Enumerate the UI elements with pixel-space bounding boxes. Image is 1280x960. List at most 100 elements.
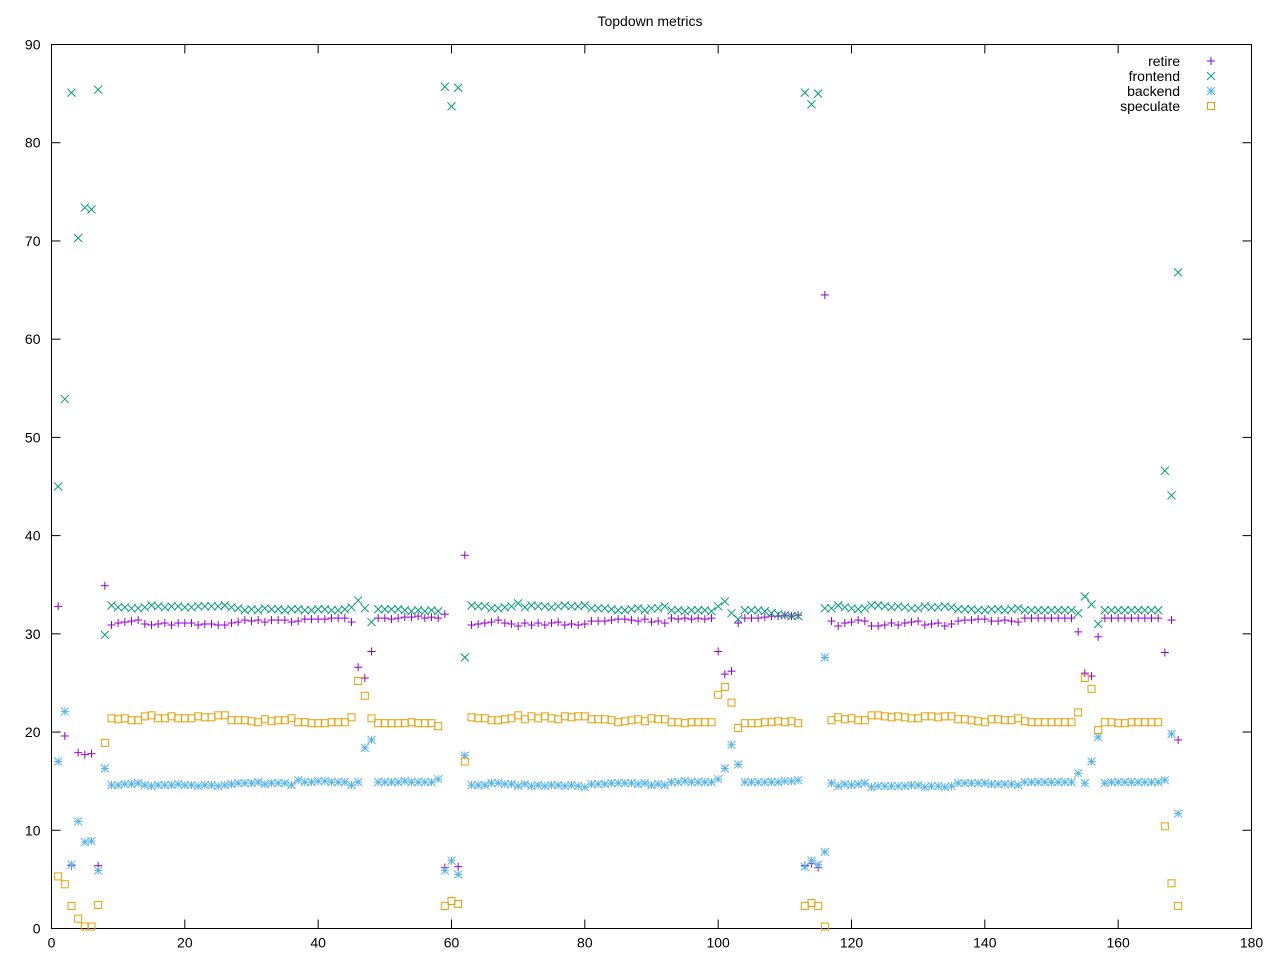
backend-point (507, 779, 516, 789)
retire-point (980, 615, 989, 624)
speculate-point (587, 715, 596, 724)
backend-point (833, 781, 843, 791)
frontend-point (860, 603, 870, 613)
retire-point (80, 750, 89, 759)
speculate-point (740, 719, 749, 728)
speculate-point (307, 719, 316, 728)
retire-point (100, 581, 109, 590)
frontend-point (707, 606, 716, 616)
speculate-point (1107, 718, 1116, 727)
frontend-point (727, 608, 736, 618)
speculate-point (627, 716, 636, 725)
retire-point (894, 620, 903, 629)
retire-point (994, 617, 1003, 626)
backend-point (813, 860, 823, 870)
backend-point (733, 760, 743, 769)
frontend-point (1147, 605, 1156, 615)
retire-point (107, 620, 116, 629)
retire-point (187, 619, 196, 628)
backend-point (353, 777, 363, 787)
axes: 0 20 40 60 80 100 120 140 160 180 0 10 20 30 40 50 60 70 8… (25, 37, 1263, 951)
series-backend (53, 653, 1183, 879)
retire-point (334, 614, 343, 623)
backend-point (60, 707, 70, 716)
frontend-point (193, 601, 203, 611)
retire-point (1080, 669, 1089, 678)
frontend-point (507, 601, 516, 611)
retire-point (1154, 614, 1163, 623)
retire-point (234, 618, 243, 627)
retire-point (714, 647, 723, 656)
frontend-point (587, 603, 596, 613)
speculate-point (407, 718, 416, 727)
backend-point (793, 775, 803, 785)
frontend-point (747, 605, 756, 615)
retire-point (827, 617, 836, 626)
speculate-point (887, 713, 896, 722)
x-tick-label: 60 (444, 935, 460, 951)
speculate-point (620, 717, 629, 726)
retire-point (467, 620, 476, 629)
retire-point (407, 613, 416, 622)
retire-point (647, 618, 656, 627)
speculate-point (1120, 719, 1129, 728)
speculate-point (760, 718, 769, 727)
legend-marker-speculate (1207, 102, 1215, 110)
legend-marker-frontend (1206, 71, 1216, 81)
speculate-point (974, 717, 983, 726)
speculate-point (787, 717, 796, 726)
backend-point (273, 778, 283, 788)
retire-point (120, 618, 129, 627)
frontend-point (693, 605, 703, 615)
speculate-point (460, 757, 469, 766)
x-tick-label: 100 (706, 935, 730, 951)
speculate-point (367, 714, 376, 723)
y-tick-label: 80 (25, 135, 41, 151)
retire-point (680, 614, 689, 623)
speculate-point (1047, 718, 1056, 727)
speculate-point (747, 719, 756, 728)
speculate-point (1000, 716, 1009, 725)
backend-point (1133, 777, 1143, 787)
x-tick-label: 140 (973, 935, 997, 951)
speculate-point (1134, 718, 1143, 727)
speculate-point (647, 714, 656, 723)
retire-point (500, 619, 509, 628)
legend-label-backend: backend (1127, 83, 1180, 99)
retire-point (460, 551, 469, 560)
speculate-point (1020, 717, 1029, 726)
frontend-point (907, 603, 916, 613)
speculate-point (1147, 718, 1156, 727)
frontend-point (1067, 605, 1076, 615)
speculate-point (934, 713, 943, 722)
speculate-point (707, 718, 716, 727)
frontend-point (580, 600, 590, 610)
frontend-point (1140, 605, 1150, 615)
frontend-point (1100, 605, 1110, 615)
frontend-point (913, 603, 923, 613)
backend-point (480, 780, 490, 790)
frontend-point (1167, 490, 1176, 500)
speculate-point (74, 914, 83, 923)
frontend-point (740, 605, 750, 615)
retire-point (580, 620, 589, 629)
frontend-point (1080, 592, 1090, 601)
frontend-point (820, 603, 830, 613)
speculate-point (114, 715, 123, 724)
speculate-point (247, 717, 256, 726)
retire-point (1054, 614, 1063, 623)
retire-point (240, 616, 249, 625)
backend-point (1020, 777, 1030, 787)
speculate-point (674, 718, 683, 727)
frontend-point (1027, 605, 1036, 615)
retire-point (480, 619, 489, 628)
speculate-point (960, 715, 969, 724)
speculate-point (874, 711, 883, 720)
speculate-point (527, 712, 536, 721)
retire-point (687, 615, 696, 624)
retire-point (1067, 614, 1076, 623)
speculate-point (987, 715, 996, 724)
retire-point (1160, 648, 1169, 657)
speculate-point (854, 716, 863, 725)
